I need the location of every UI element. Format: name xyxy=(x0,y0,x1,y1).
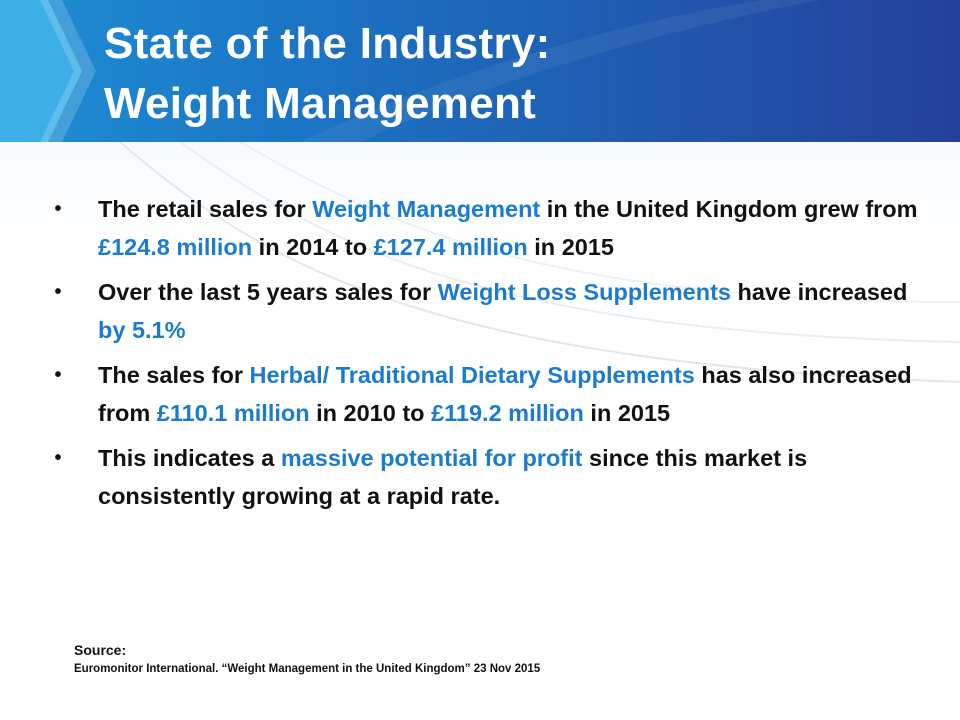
title-banner: State of the Industry: Weight Management xyxy=(0,0,960,142)
bullet-text: since this market is consistently growin… xyxy=(98,445,808,509)
bullet-item: • The sales for Herbal/ Traditional Dieta… xyxy=(48,356,928,432)
highlighted-text: by 5.1% xyxy=(98,317,186,343)
bullet-item: • This indicates a massive potential for … xyxy=(48,439,928,515)
bullet-text: The sales for xyxy=(98,362,250,388)
highlighted-text: Weight Loss Supplements xyxy=(437,279,731,305)
highlighted-text: Herbal/ Traditional Dietary Supplements xyxy=(249,362,695,388)
highlighted-text: £127.4 million xyxy=(373,234,528,260)
bullet-text: The retail sales for xyxy=(98,196,313,222)
highlighted-text: £124.8 million xyxy=(98,234,253,260)
bullet-text: in 2010 to xyxy=(309,400,432,426)
title-line-1: State of the Industry: xyxy=(104,19,551,68)
bullet-dot-icon: • xyxy=(54,198,62,220)
title-line-2: Weight Management xyxy=(104,79,537,128)
highlighted-text: Weight Management xyxy=(312,196,541,222)
bullet-text: This indicates a xyxy=(98,445,281,471)
highlighted-text: massive potential for profit xyxy=(280,445,583,471)
banner-decoration xyxy=(0,0,820,142)
bullet-text: in 2015 xyxy=(583,400,671,426)
bullet-text: has also increased from xyxy=(98,362,912,426)
bullet-dot-icon: • xyxy=(54,281,62,303)
bullet-dot-icon: • xyxy=(54,447,62,469)
bullet-list: • The retail sales for Weight Management … xyxy=(48,190,928,522)
highlighted-text: £119.2 million xyxy=(431,400,584,426)
bullet-dot-icon: • xyxy=(54,364,62,386)
source-label: Source: xyxy=(74,642,127,658)
highlighted-text: £110.1 million xyxy=(156,400,310,426)
bullet-text: in the United Kingdom grew from xyxy=(540,196,918,222)
source-note: Source: Euromonitor International. “Weig… xyxy=(74,640,540,678)
source-citation: Euromonitor International. “Weight Manag… xyxy=(74,663,541,675)
bullet-item: • Over the last 5 years sales for Weight … xyxy=(48,273,928,349)
bullet-item: • The retail sales for Weight Management … xyxy=(48,190,928,266)
bullet-text: Over the last 5 years sales for xyxy=(98,279,438,305)
slide-title: State of the Industry: Weight Management xyxy=(104,14,551,134)
bullet-text: have increased xyxy=(731,279,908,305)
bullet-text: in 2014 to xyxy=(252,234,374,260)
background-swoosh xyxy=(119,142,960,383)
bullet-text: in 2015 xyxy=(527,234,614,260)
